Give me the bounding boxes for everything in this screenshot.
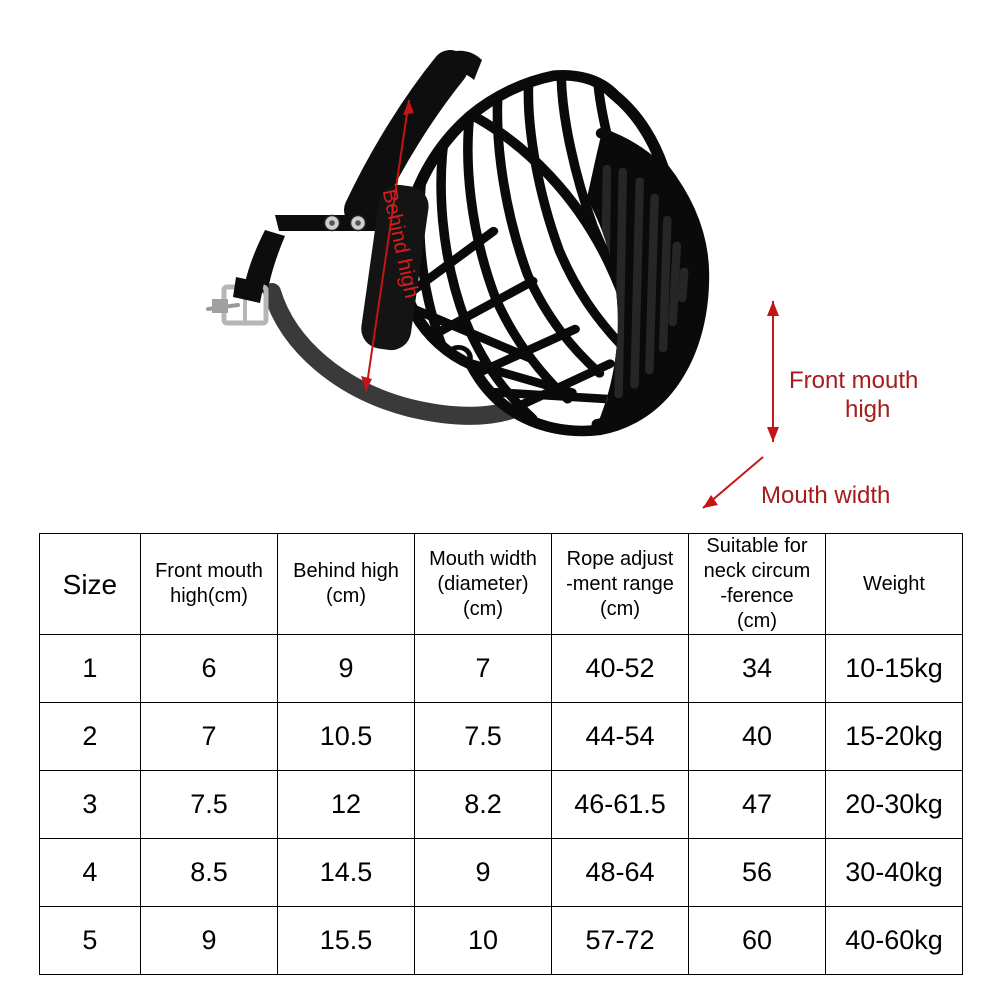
svg-text:Front mouth: Front mouth xyxy=(789,367,918,394)
svg-text:Mouth width: Mouth width xyxy=(761,482,890,509)
svg-text:high: high xyxy=(845,396,890,423)
